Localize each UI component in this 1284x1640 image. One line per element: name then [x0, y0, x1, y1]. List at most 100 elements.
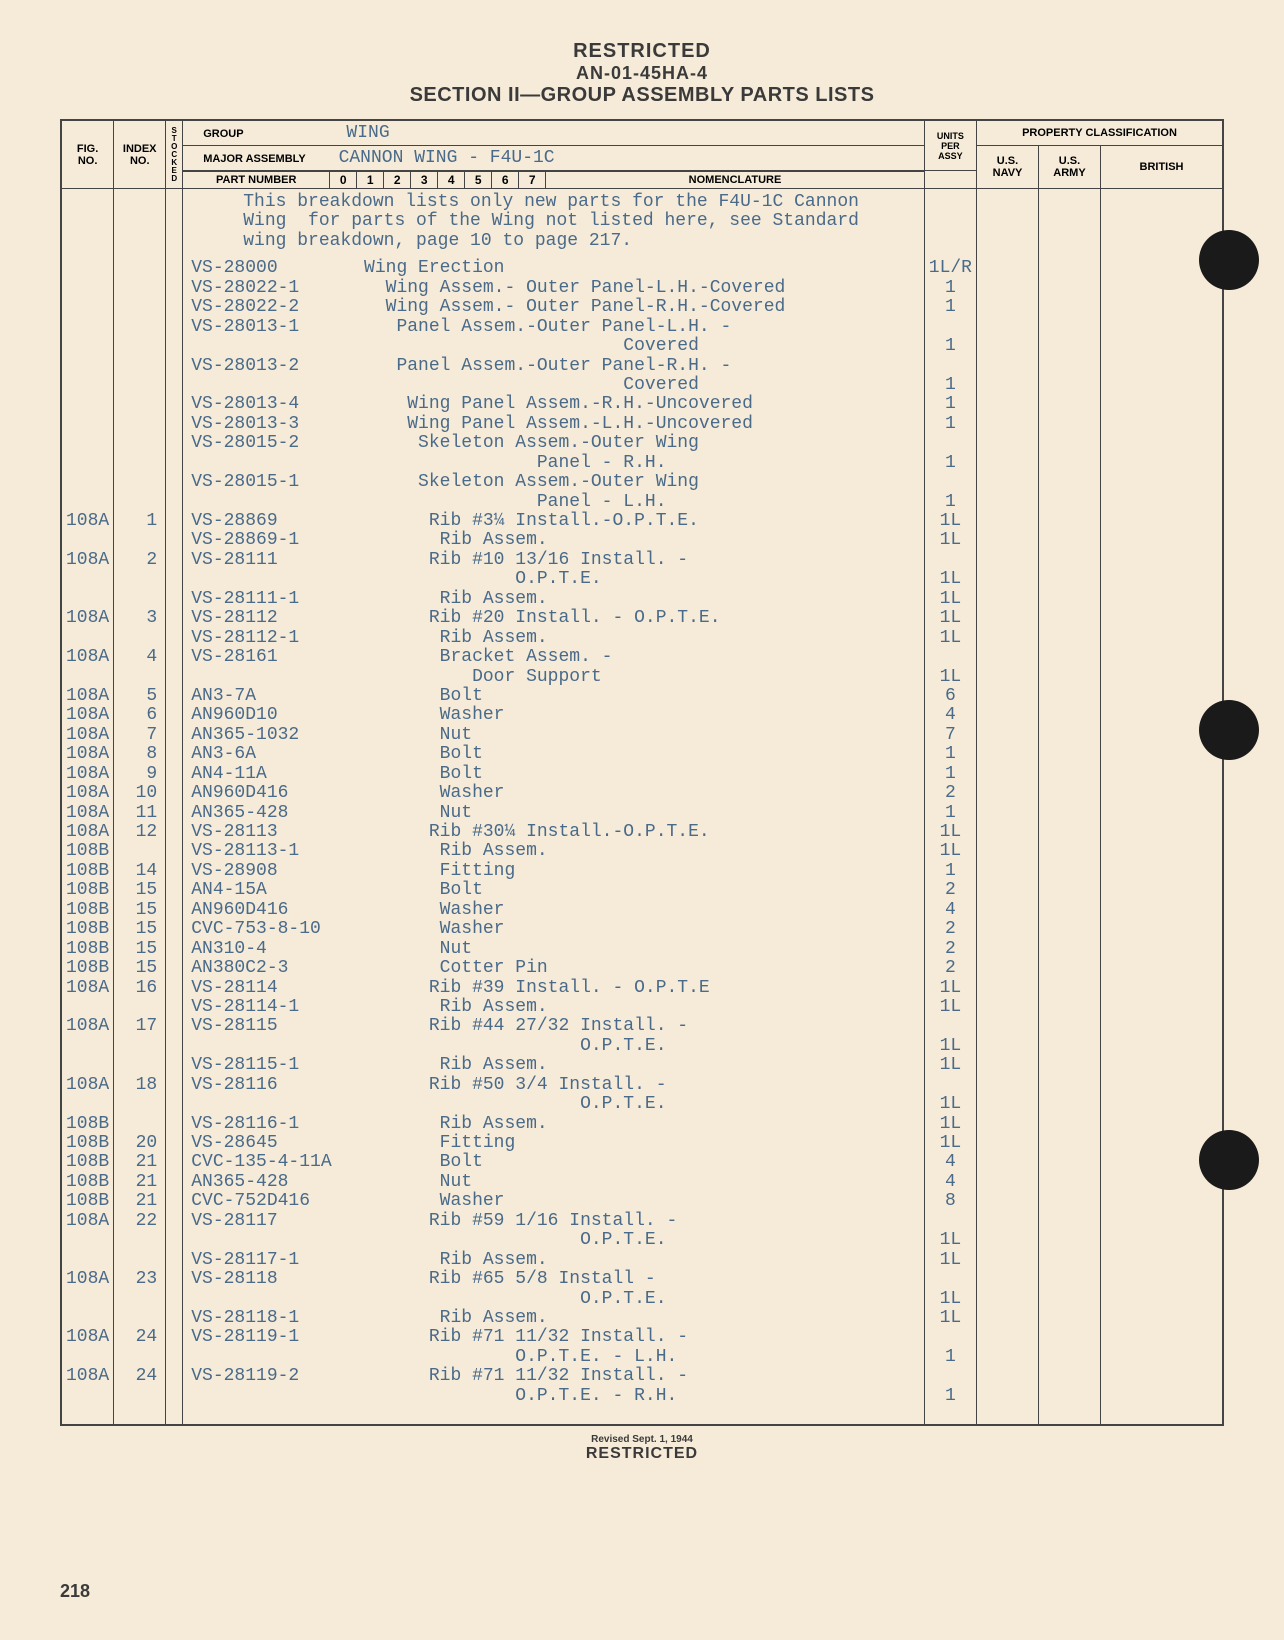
table-row: 108B15AN310-4 Nut2: [61, 940, 1223, 959]
property-cell: [977, 454, 1039, 473]
fig-cell: [61, 298, 114, 317]
part-nom-cell: VS-28015-1 Skeleton Assem.-Outer Wing: [183, 473, 925, 492]
units-cell: 1L: [924, 1231, 976, 1250]
stock-cell: [166, 881, 183, 900]
property-cell: [977, 1367, 1039, 1386]
fig-cell: 108A: [61, 648, 114, 667]
property-cell: [977, 376, 1039, 395]
property-cell: [1039, 901, 1101, 920]
index-cell: 10: [114, 784, 166, 803]
stock-cell: [166, 279, 183, 298]
units-cell: 1: [924, 1387, 976, 1406]
restricted-footer: RESTRICTED: [60, 1445, 1224, 1463]
units-cell: 8: [924, 1192, 976, 1211]
fig-cell: 108A: [61, 765, 114, 784]
fig-cell: [61, 1056, 114, 1075]
units-cell: [924, 357, 976, 376]
property-cell: [1039, 454, 1101, 473]
fig-cell: [61, 357, 114, 376]
property-cell: [1101, 1095, 1224, 1114]
stock-cell: [166, 298, 183, 317]
index-cell: 3: [114, 609, 166, 628]
property-cell: [1101, 570, 1224, 589]
property-cell: [1039, 920, 1101, 939]
stock-cell: [166, 259, 183, 278]
index-cell: [114, 1056, 166, 1075]
property-cell: [977, 590, 1039, 609]
fig-cell: 108B: [61, 1115, 114, 1134]
stock-cell: [166, 1153, 183, 1172]
fig-cell: 108A: [61, 804, 114, 823]
property-cell: [1039, 1309, 1101, 1328]
index-no-header: INDEX NO.: [114, 120, 166, 189]
table-row: O.P.T.E.1L: [61, 1231, 1223, 1250]
property-cell: [977, 259, 1039, 278]
fig-cell: 108B: [61, 1153, 114, 1172]
property-cell: [1039, 998, 1101, 1017]
property-cell: [977, 959, 1039, 978]
property-cell: [1039, 1173, 1101, 1192]
part-nom-cell: VS-28116 Rib #50 3/4 Install. -: [183, 1076, 925, 1095]
index-cell: 9: [114, 765, 166, 784]
property-cell: [1039, 959, 1101, 978]
property-cell: [977, 531, 1039, 550]
index-cell: 1: [114, 512, 166, 531]
property-cell: [1101, 687, 1224, 706]
units-cell: [924, 1270, 976, 1289]
stock-cell: [166, 668, 183, 687]
property-cell: [1101, 1017, 1224, 1036]
table-row: VS-28015-2 Skeleton Assem.-Outer Wing: [61, 434, 1223, 453]
stock-cell: [166, 493, 183, 512]
major-assembly-header: MAJOR ASSEMBLY CANNON WING - F4U-1C: [183, 146, 925, 171]
part-nom-cell: AN4-15A Bolt: [183, 881, 925, 900]
part-nom-cell: AN960D416 Washer: [183, 901, 925, 920]
part-nom-cell: VS-28111 Rib #10 13/16 Install. -: [183, 551, 925, 570]
index-cell: [114, 842, 166, 861]
part-nom-cell: O.P.T.E.: [183, 1095, 925, 1114]
index-cell: 7: [114, 726, 166, 745]
units-cell: 2: [924, 959, 976, 978]
table-row: 108A16VS-28114 Rib #39 Install. - O.P.T.…: [61, 979, 1223, 998]
property-cell: [1039, 1037, 1101, 1056]
units-cell: [924, 648, 976, 667]
stock-header: S T O C K E D: [166, 120, 183, 189]
property-cell: [977, 298, 1039, 317]
property-cell: [1039, 1328, 1101, 1347]
property-cell: [1101, 590, 1224, 609]
stock-cell: [166, 940, 183, 959]
part-nom-cell: VS-28022-2 Wing Assem.- Outer Panel-R.H.…: [183, 298, 925, 317]
property-cell: [977, 629, 1039, 648]
table-row: Covered1: [61, 376, 1223, 395]
index-cell: 14: [114, 862, 166, 881]
stock-cell: [166, 979, 183, 998]
intro-text: This breakdown lists only new parts for …: [183, 189, 925, 260]
property-cell: [1101, 1348, 1224, 1367]
property-cell: [1101, 512, 1224, 531]
part-nom-cell: VS-28119-1 Rib #71 11/32 Install. -: [183, 1328, 925, 1347]
property-cell: [1039, 357, 1101, 376]
units-cell: 1: [924, 395, 976, 414]
indent-col-header: 3: [411, 172, 438, 189]
stock-cell: [166, 1095, 183, 1114]
units-cell: 4: [924, 1153, 976, 1172]
fig-cell: 108A: [61, 1212, 114, 1231]
property-cell: [1101, 765, 1224, 784]
property-cell: [1101, 823, 1224, 842]
part-nom-cell: VS-28113-1 Rib Assem.: [183, 842, 925, 861]
fig-cell: [61, 531, 114, 550]
table-row: VS-28013-2 Panel Assem.-Outer Panel-R.H.…: [61, 357, 1223, 376]
index-cell: 18: [114, 1076, 166, 1095]
index-cell: 15: [114, 920, 166, 939]
stock-cell: [166, 1212, 183, 1231]
units-cell: 1: [924, 337, 976, 356]
stock-cell: [166, 1387, 183, 1406]
index-cell: 5: [114, 687, 166, 706]
property-cell: [1101, 395, 1224, 414]
stock-cell: [166, 1290, 183, 1309]
stock-cell: [166, 473, 183, 492]
property-cell: [1101, 1231, 1224, 1250]
fig-cell: [61, 454, 114, 473]
part-nom-cell: VS-28111-1 Rib Assem.: [183, 590, 925, 609]
units-cell: 1L: [924, 512, 976, 531]
stock-cell: [166, 337, 183, 356]
